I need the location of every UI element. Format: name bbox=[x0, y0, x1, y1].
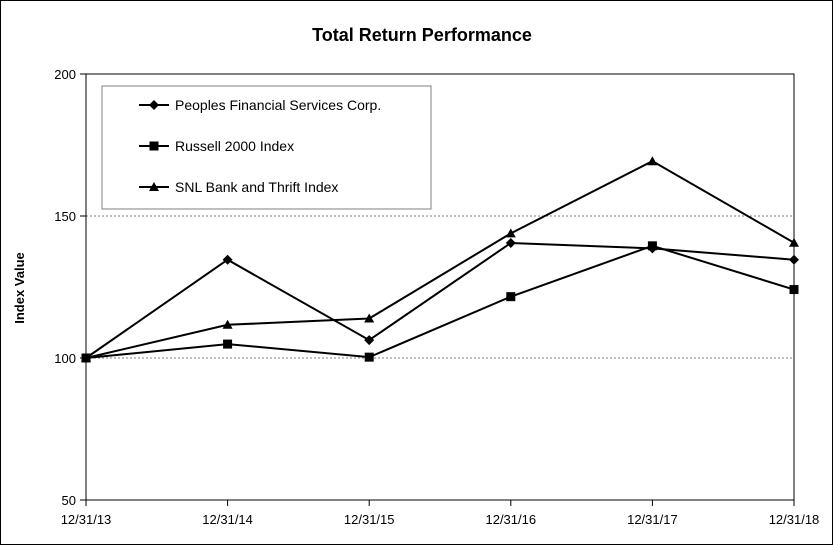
x-tick-label: 12/31/18 bbox=[769, 512, 820, 527]
series-2 bbox=[81, 156, 799, 362]
data-point bbox=[789, 285, 799, 295]
legend-label: SNL Bank and Thrift Index bbox=[175, 179, 338, 195]
data-point bbox=[506, 292, 516, 302]
data-point bbox=[789, 254, 799, 265]
series-line bbox=[85, 160, 795, 359]
data-point bbox=[222, 319, 233, 329]
series-line bbox=[85, 241, 795, 359]
data-point bbox=[223, 339, 233, 349]
data-point bbox=[647, 156, 658, 166]
data-point bbox=[789, 237, 799, 247]
y-tick-label: 100 bbox=[54, 351, 76, 366]
series-0 bbox=[81, 237, 799, 363]
data-point bbox=[647, 241, 657, 251]
y-tick-label: 200 bbox=[54, 67, 76, 82]
legend-marker bbox=[149, 100, 159, 110]
data-point bbox=[81, 353, 91, 362]
data-point bbox=[222, 254, 233, 265]
x-tick-label: 12/31/16 bbox=[485, 512, 536, 527]
legend-marker bbox=[149, 182, 159, 191]
data-point bbox=[505, 237, 516, 248]
chart-title: Total Return Performance bbox=[312, 25, 532, 45]
series-lines bbox=[81, 156, 799, 363]
y-axis-label: Index Value bbox=[12, 252, 27, 324]
data-point bbox=[364, 335, 375, 346]
y-tick-label: 50 bbox=[62, 493, 76, 508]
gridlines bbox=[86, 215, 794, 359]
legend-label: Peoples Financial Services Corp. bbox=[175, 97, 381, 113]
x-tick-label: 12/31/17 bbox=[627, 512, 678, 527]
y-tick-label: 150 bbox=[54, 209, 76, 224]
x-tick-label: 12/31/15 bbox=[344, 512, 395, 527]
series-1 bbox=[81, 241, 799, 363]
legend-marker bbox=[149, 141, 159, 151]
series-line bbox=[85, 244, 795, 359]
legend: Peoples Financial Services Corp. Russell … bbox=[101, 85, 432, 210]
legend-label: Russell 2000 Index bbox=[175, 138, 294, 154]
axes: 50 100 150 200 12/31/13 12/31/14 12/31/15 12/31… bbox=[54, 67, 819, 527]
x-tick-label: 12/31/14 bbox=[202, 512, 253, 527]
data-point bbox=[364, 313, 375, 323]
data-point bbox=[505, 228, 516, 238]
x-tick-label: 12/31/13 bbox=[61, 512, 112, 527]
data-point bbox=[364, 352, 374, 362]
